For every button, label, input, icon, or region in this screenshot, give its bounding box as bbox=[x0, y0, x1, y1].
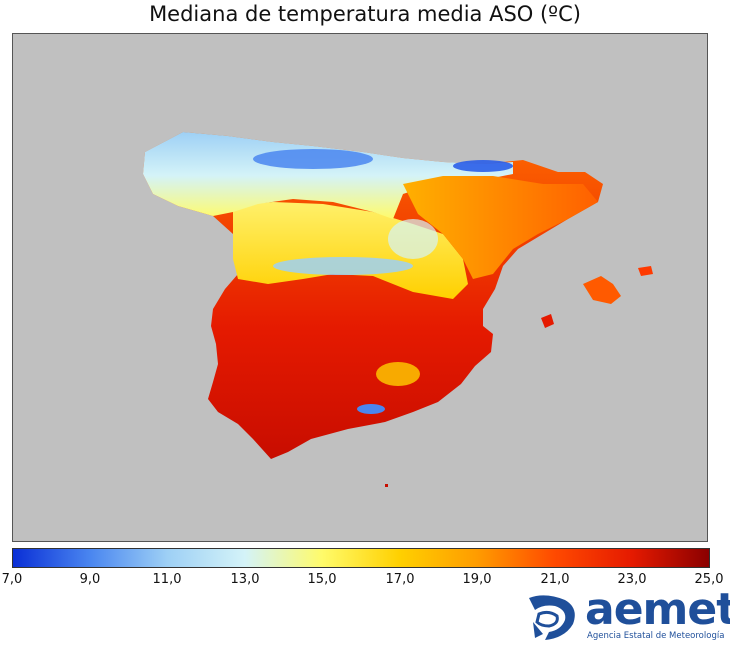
region-betica-yellow bbox=[376, 362, 420, 386]
logo-wordmark: aemet bbox=[585, 584, 730, 635]
temperature-map bbox=[12, 33, 708, 542]
map-title: Mediana de temperatura media ASO (ºC) bbox=[149, 2, 581, 26]
region-north bbox=[143, 132, 513, 219]
region-iberico bbox=[388, 219, 438, 259]
region-mallorca bbox=[583, 276, 621, 304]
region-ceuta bbox=[385, 484, 388, 487]
colorbar-ticks: 7,0 9,0 11,0 13,0 15,0 17,0 19,0 21,0 23… bbox=[0, 572, 730, 590]
region-sierra-nevada bbox=[357, 404, 385, 414]
aemet-logo: aemet Agencia Estatal de Meteorología bbox=[525, 584, 730, 644]
tick-label: 15,0 bbox=[307, 572, 337, 587]
region-ebro bbox=[403, 176, 598, 279]
region-cantabrian-cold bbox=[253, 149, 373, 169]
region-sistema-central bbox=[273, 257, 413, 275]
region-menorca bbox=[638, 266, 653, 276]
region-ibiza bbox=[541, 314, 554, 328]
tick-label: 7,0 bbox=[1, 572, 23, 587]
tick-label: 13,0 bbox=[230, 572, 260, 587]
tick-label: 17,0 bbox=[385, 572, 415, 587]
tick-label: 11,0 bbox=[152, 572, 182, 587]
tick-label: 23,0 bbox=[617, 572, 647, 587]
aemet-emblem-icon bbox=[529, 595, 575, 640]
tick-label: 19,0 bbox=[462, 572, 492, 587]
map-svg bbox=[143, 132, 653, 487]
region-pyrenees-cold bbox=[453, 160, 513, 172]
colorbar bbox=[12, 548, 710, 568]
tick-label: 25,0 bbox=[694, 572, 724, 587]
tick-label: 21,0 bbox=[540, 572, 570, 587]
logo-subtitle: Agencia Estatal de Meteorología bbox=[587, 631, 725, 641]
tick-label: 9,0 bbox=[79, 572, 101, 587]
